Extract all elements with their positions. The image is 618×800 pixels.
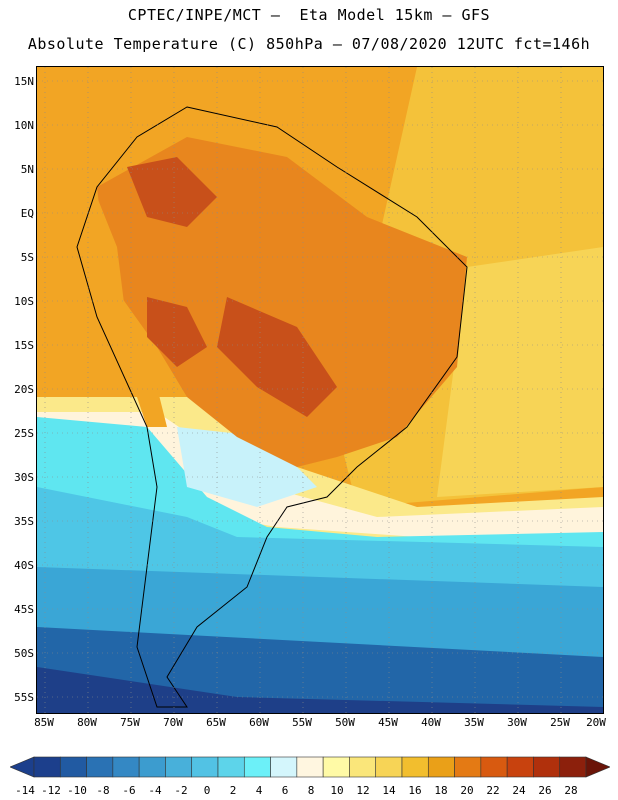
lon-label: 75W: [120, 716, 140, 729]
lat-label: 10N: [14, 119, 34, 132]
colorbar-cell: [375, 756, 403, 778]
colorbar-cell: [270, 756, 298, 778]
lon-label: 25W: [550, 716, 570, 729]
colorbar-label: -14: [15, 784, 35, 797]
lat-label: 15N: [14, 75, 34, 88]
lon-label: 30W: [507, 716, 527, 729]
colorbar-cell: [165, 756, 193, 778]
colorbar-cell: [243, 756, 271, 778]
colorbar-cell: [191, 756, 219, 778]
colorbar-cell: [401, 756, 429, 778]
colorbar-label: 14: [382, 784, 396, 797]
colorbar-cell: [480, 756, 508, 778]
colorbar-cell: [112, 756, 140, 778]
colorbar-label: -6: [122, 784, 136, 797]
colorbar-cell: [296, 756, 324, 778]
colorbar: [10, 756, 610, 778]
lat-label: 50S: [14, 647, 34, 660]
lon-label: 55W: [292, 716, 312, 729]
lat-label: 25S: [14, 427, 34, 440]
colorbar-arrow-low: [10, 756, 35, 778]
colorbar-cell: [427, 756, 455, 778]
colorbar-label: 20: [460, 784, 474, 797]
colorbar-cell: [506, 756, 534, 778]
colorbar-label: 26: [538, 784, 552, 797]
lat-label: EQ: [20, 207, 34, 220]
colorbar-label: 24: [512, 784, 526, 797]
lon-label: 40W: [421, 716, 441, 729]
colorbar-label: 4: [255, 784, 263, 797]
lat-label: 20S: [14, 383, 34, 396]
lat-label: 35S: [14, 515, 34, 528]
colorbar-cell: [533, 756, 561, 778]
colorbar-label: -8: [96, 784, 110, 797]
lon-label: 45W: [378, 716, 398, 729]
colorbar-label: -12: [41, 784, 61, 797]
colorbar-label: -4: [148, 784, 162, 797]
lat-label: 10S: [14, 295, 34, 308]
lon-label: 80W: [77, 716, 97, 729]
title-line-1: CPTEC/INPE/MCT – Eta Model 15km – GFS: [127, 6, 491, 24]
lon-label: 70W: [163, 716, 183, 729]
lat-label: 55S: [14, 691, 34, 704]
lat-label: 5N: [20, 163, 34, 176]
colorbar-label: 0: [203, 784, 211, 797]
colorbar-label: 12: [356, 784, 370, 797]
lon-label: 50W: [335, 716, 355, 729]
lon-label: 85W: [34, 716, 54, 729]
colorbar-label: 16: [408, 784, 422, 797]
lon-label: 60W: [249, 716, 269, 729]
colorbar-label: 2: [229, 784, 237, 797]
colorbar-arrow-high: [585, 756, 610, 778]
colorbar-label: -10: [67, 784, 87, 797]
colorbar-cell: [86, 756, 114, 778]
colorbar-cell: [349, 756, 377, 778]
lat-label: 5S: [20, 251, 34, 264]
colorbar-cell: [454, 756, 482, 778]
lat-label: 15S: [14, 339, 34, 352]
colorbar-cell: [217, 756, 245, 778]
colorbar-cell: [33, 756, 61, 778]
colorbar-cell: [138, 756, 166, 778]
colorbar-label: 18: [434, 784, 448, 797]
colorbar-label: -2: [174, 784, 188, 797]
lat-label: 40S: [14, 559, 34, 572]
title-line-2: Absolute Temperature (C) 850hPa – 07/08/…: [27, 35, 591, 53]
lat-label: 45S: [14, 603, 34, 616]
colorbar-label: 10: [330, 784, 344, 797]
lon-label: 20W: [586, 716, 606, 729]
temperature-map: [36, 66, 604, 714]
lon-label: 65W: [206, 716, 226, 729]
lon-label: 35W: [464, 716, 484, 729]
colorbar-cell: [59, 756, 87, 778]
colorbar-cell: [322, 756, 350, 778]
lat-label: 30S: [14, 471, 34, 484]
colorbar-label: 6: [281, 784, 289, 797]
colorbar-label: 28: [564, 784, 578, 797]
colorbar-label: 22: [486, 784, 500, 797]
colorbar-label: 8: [307, 784, 315, 797]
colorbar-cell: [559, 756, 587, 778]
